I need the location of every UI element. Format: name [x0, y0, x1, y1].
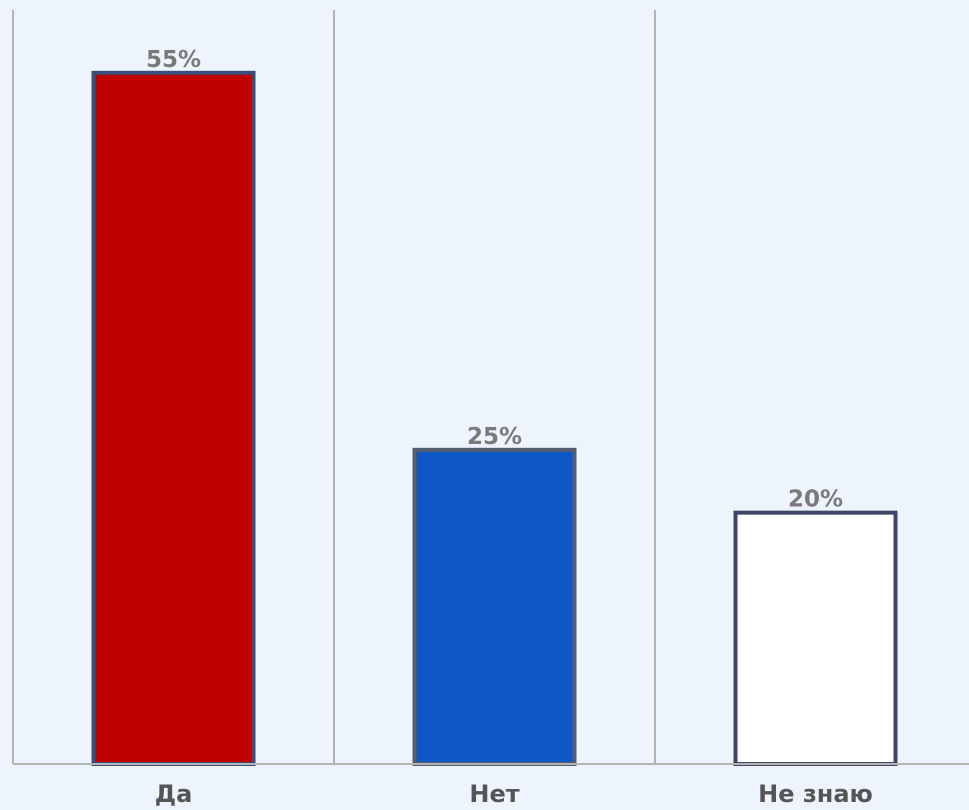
- gridlines: [12, 10, 656, 764]
- data-labels: 55% 25% 20%: [146, 47, 843, 513]
- category-label-3: Не знаю: [758, 780, 873, 808]
- bar-3: [733, 510, 898, 767]
- bar-2: [412, 447, 577, 766]
- data-label-1: 55%: [146, 47, 201, 73]
- data-label-2: 25%: [467, 424, 522, 450]
- x-axis: Да Нет Не знаю: [13, 763, 969, 808]
- category-label-1: Да: [155, 780, 193, 808]
- bar-1: [91, 70, 256, 767]
- bars: [91, 70, 898, 767]
- data-label-3: 20%: [788, 487, 843, 513]
- category-label-2: Нет: [469, 780, 519, 808]
